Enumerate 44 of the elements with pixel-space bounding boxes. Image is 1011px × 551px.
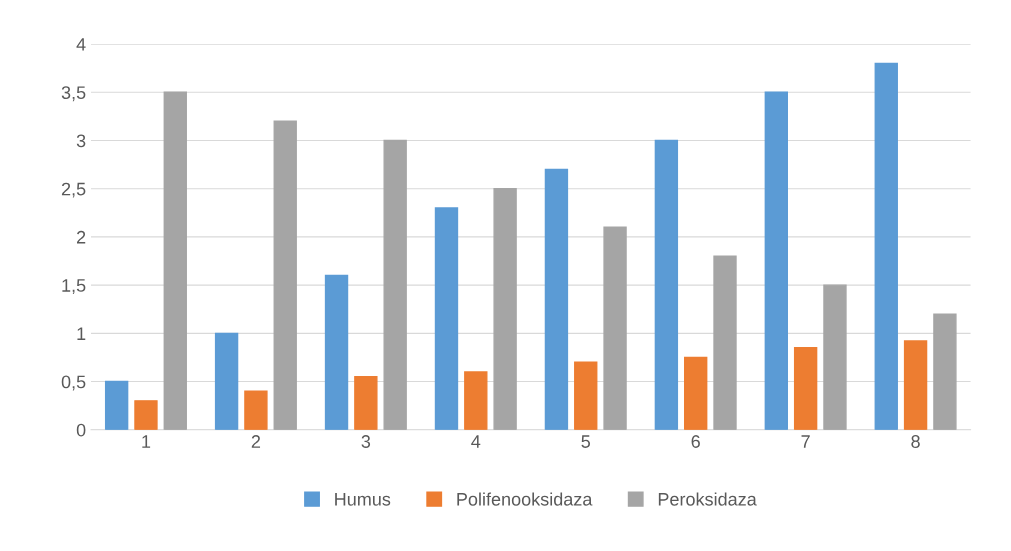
y-tick-label: 3 (76, 134, 86, 148)
bar (654, 139, 679, 430)
bar (933, 313, 957, 430)
bar (544, 168, 569, 430)
bar (273, 120, 297, 430)
bar (684, 356, 708, 430)
bar (793, 347, 818, 430)
bar (134, 400, 158, 430)
bar (874, 62, 898, 430)
x-tick-label: 4 (471, 435, 481, 448)
bar (574, 361, 598, 430)
y-tick-label: 1 (77, 327, 86, 340)
bar (434, 207, 459, 430)
bar (104, 380, 129, 430)
y-tick-label: 3,5 (61, 86, 86, 102)
x-tick-label: 5 (581, 435, 591, 448)
bar (354, 376, 378, 430)
x-tick-label: 7 (801, 435, 810, 448)
bar (244, 390, 268, 430)
x-tick-label: 6 (691, 435, 700, 448)
y-tick-label: 1,5 (62, 279, 86, 294)
bar (214, 332, 239, 430)
y-tick-label: 2 (77, 230, 86, 244)
bar (823, 284, 847, 430)
x-tick-label: 2 (251, 435, 261, 448)
bar (324, 274, 349, 430)
bar (493, 188, 517, 430)
legend-label: Polifenooksidaza (457, 492, 593, 506)
bar (464, 371, 488, 430)
legend-label: Peroksidaza (658, 492, 757, 506)
y-tick-label: 0 (76, 423, 86, 437)
bar (713, 255, 737, 430)
x-tick-label: 1 (142, 435, 151, 448)
bar (163, 91, 187, 430)
bar (383, 139, 407, 430)
y-tick-label: 4 (76, 38, 86, 51)
x-tick-label: 8 (911, 435, 920, 448)
bar (903, 340, 928, 430)
y-tick-label: 0,5 (61, 375, 86, 391)
bar (603, 226, 627, 430)
bar (764, 91, 789, 430)
legend-label: Humus (335, 493, 391, 506)
y-tick-label: 2,5 (61, 182, 86, 198)
x-tick-label: 3 (361, 435, 371, 448)
